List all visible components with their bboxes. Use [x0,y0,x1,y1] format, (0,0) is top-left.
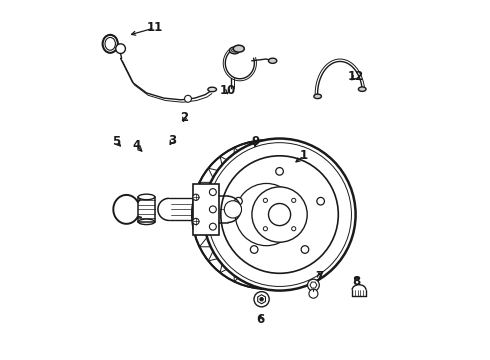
Ellipse shape [229,47,240,54]
Circle shape [116,44,125,54]
Bar [138,197,155,222]
Text: 5: 5 [112,135,121,148]
Circle shape [308,279,319,291]
Text: 7: 7 [315,270,323,283]
Circle shape [235,184,297,246]
Circle shape [263,227,268,231]
Circle shape [309,289,318,298]
Circle shape [209,206,216,213]
Text: 3: 3 [169,134,176,147]
Text: 10: 10 [220,84,236,96]
Ellipse shape [358,87,366,91]
Circle shape [317,197,324,205]
Circle shape [292,198,296,202]
Text: 6: 6 [256,314,265,327]
Ellipse shape [208,87,217,92]
Circle shape [203,139,356,291]
Bar [193,184,219,235]
Circle shape [263,198,268,202]
Text: 1: 1 [300,149,308,162]
Text: 12: 12 [347,70,364,83]
Ellipse shape [314,94,321,99]
Circle shape [193,219,199,225]
Circle shape [276,167,283,175]
Circle shape [192,140,341,289]
Circle shape [221,156,338,273]
Text: 8: 8 [352,275,361,288]
Circle shape [260,297,263,301]
Circle shape [301,246,309,253]
Circle shape [209,189,216,195]
Text: 9: 9 [251,135,260,148]
Ellipse shape [138,194,155,200]
Circle shape [250,246,258,253]
Text: 4: 4 [132,139,140,152]
Ellipse shape [102,35,118,53]
Circle shape [254,292,269,307]
Ellipse shape [233,45,245,52]
Text: 2: 2 [180,111,189,124]
Text: 11: 11 [147,22,163,35]
Circle shape [292,227,296,231]
Circle shape [269,203,291,226]
Circle shape [252,187,307,242]
Polygon shape [258,295,266,304]
Ellipse shape [269,58,277,63]
Circle shape [224,201,242,218]
Circle shape [209,223,216,230]
Polygon shape [310,282,317,288]
Circle shape [193,194,199,201]
Circle shape [235,197,242,205]
Circle shape [185,95,192,102]
